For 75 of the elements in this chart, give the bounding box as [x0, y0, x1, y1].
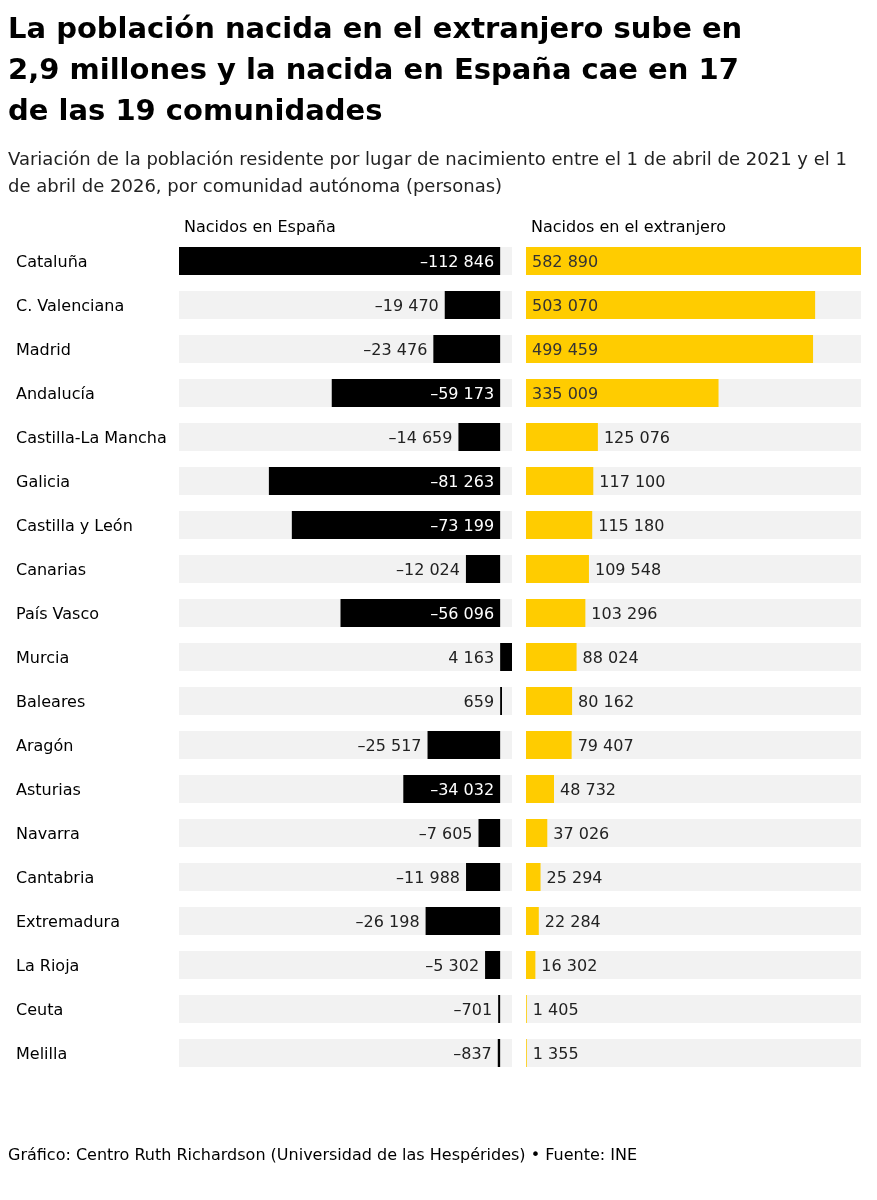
data-label: 125 076	[603, 427, 671, 447]
data-label: 103 296	[591, 603, 658, 623]
y-tick-label: Andalucía	[16, 383, 95, 403]
data-label: 48 732	[560, 779, 616, 799]
data-label: –14 659	[388, 427, 453, 447]
bar	[526, 511, 593, 539]
data-label: 25 294	[546, 867, 603, 887]
y-tick-label: Castilla y León	[16, 515, 133, 535]
data-label: –701	[453, 999, 493, 1019]
data-label: 117 100	[599, 471, 666, 491]
data-label: 4 163	[448, 647, 495, 667]
text: Gráfico: Centro Ruth Richardson (Universidad de las Hespérides) • Fuente: INE	[8, 1145, 639, 1164]
data-label: –19 470	[374, 295, 439, 315]
data-label: –23 476	[363, 339, 428, 359]
y-tick-label: La Rioja	[16, 955, 80, 975]
data-label: 37 026	[553, 823, 610, 843]
series-label: Nacidos en España	[184, 216, 336, 236]
data-label: 79 407	[577, 735, 634, 755]
data-label: 80 162	[578, 691, 635, 711]
data-label: –25 517	[357, 735, 422, 755]
y-tick-label: Navarra	[16, 823, 80, 843]
y-tick-label: Galicia	[16, 471, 71, 491]
y-tick-label: Cataluña	[16, 251, 88, 271]
bar	[526, 863, 541, 891]
y-tick-label: C. Valenciana	[16, 295, 125, 315]
y-tick-label: Baleares	[16, 691, 86, 711]
bar	[526, 907, 539, 935]
data-label: 16 302	[541, 955, 598, 975]
data-label: –26 198	[355, 911, 420, 931]
y-tick-label: Extremadura	[16, 911, 120, 931]
data-label: 659	[463, 691, 495, 711]
data-label: 503 070	[532, 295, 599, 315]
y-tick-label: Cantabria	[16, 867, 95, 887]
series-label: Nacidos en el extranjero	[531, 216, 726, 236]
data-label: 335 009	[532, 383, 599, 403]
y-tick-label: Ceuta	[16, 999, 64, 1019]
y-tick-label: Murcia	[16, 647, 70, 667]
bar	[526, 775, 555, 803]
bar	[526, 423, 598, 451]
chart-title: La población nacida en el extranjero sube en 2,9 millones y la nacida en España cae en 17 de las 19 comunidades	[8, 10, 744, 129]
data-label: –12 024	[395, 559, 460, 579]
bar	[526, 951, 536, 979]
bar	[526, 467, 594, 495]
bar	[526, 819, 548, 847]
data-label: –837	[453, 1043, 492, 1063]
data-label: –112 846	[419, 251, 495, 271]
data-label: –56 096	[430, 603, 495, 623]
y-tick-label: Melilla	[16, 1043, 68, 1063]
data-label: 109 548	[594, 559, 662, 579]
bar	[526, 643, 577, 671]
y-tick-label: Madrid	[16, 339, 71, 359]
data-label: –34 032	[430, 779, 495, 799]
data-label: 88 024	[582, 647, 639, 667]
data-label: 499 459	[532, 339, 599, 359]
data-label: 582 890	[532, 251, 599, 271]
y-tick-label: País Vasco	[16, 603, 100, 623]
data-label: 22 284	[544, 911, 601, 931]
data-label: 1 405	[532, 999, 579, 1019]
y-tick-label: Castilla-La Mancha	[16, 427, 167, 447]
data-label: 1 355	[532, 1043, 579, 1063]
data-label: –7 605	[418, 823, 473, 843]
y-tick-label: Aragón	[16, 735, 74, 755]
y-tick-label: Canarias	[16, 559, 87, 579]
chart-subtitle: Variación de la población residente por lugar de nacimiento entre el 1 de abril de 2021 y el 1 de abril de 2026, por comunidad autónoma (personas)	[8, 147, 848, 198]
bar	[526, 555, 589, 583]
bar	[526, 687, 573, 715]
data-label: 115 180	[598, 515, 665, 535]
data-label: –11 988	[396, 867, 461, 887]
data-label: –59 173	[430, 383, 495, 403]
data-label: –73 199	[430, 515, 495, 535]
bar	[526, 731, 572, 759]
data-label: –5 302	[425, 955, 480, 975]
data-label: –81 263	[430, 471, 495, 491]
y-tick-label: Asturias	[16, 779, 81, 799]
bar	[526, 599, 586, 627]
